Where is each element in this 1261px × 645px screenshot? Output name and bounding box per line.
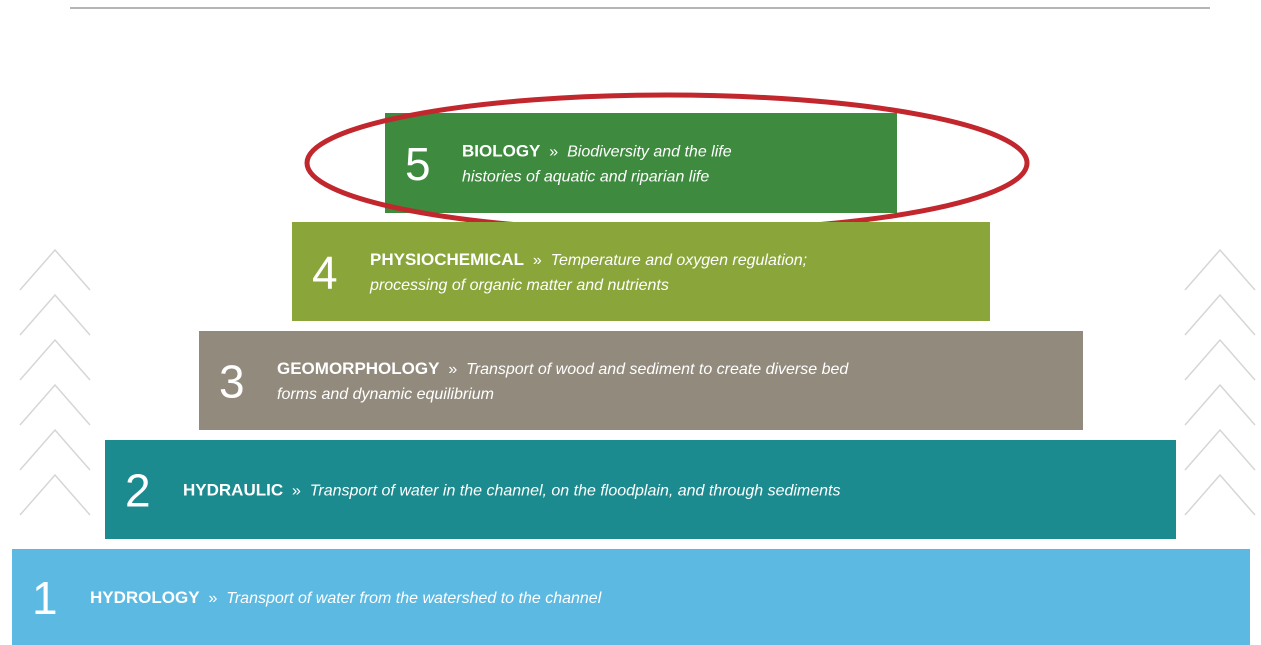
level-block — [199, 331, 1083, 430]
level-description: Temperature and oxygen regulation; — [551, 252, 807, 269]
level-description: Transport of water in the channel, on th… — [310, 483, 841, 500]
level-text: HYDROLOGY » Transport of water from the … — [90, 588, 602, 607]
separator: » — [533, 252, 542, 269]
level-description: Biodiversity and the life — [567, 144, 732, 161]
level-number: 1 — [32, 572, 58, 624]
right-chevrons — [1184, 248, 1256, 516]
level-description: Transport of water from the watershed to… — [226, 590, 601, 607]
level-description: Transport of wood and sediment to create… — [466, 361, 849, 378]
separator: » — [448, 361, 457, 378]
level: 5 BIOLOGY » Biodiversity and the life hist… — [385, 113, 897, 213]
level-number: 4 — [312, 247, 338, 299]
level-description: histories of aquatic and riparian life — [462, 169, 709, 186]
level-number: 3 — [219, 356, 245, 408]
level: 2 HYDRAULIC » Transport of water in the c… — [105, 440, 1176, 539]
level-number: 2 — [125, 465, 151, 517]
level: 3 GEOMORPHOLOGY » Transport of wood and s… — [199, 331, 1083, 430]
level-text: HYDRAULIC » Transport of water in the ch… — [183, 481, 841, 500]
separator: » — [549, 144, 558, 161]
level-number: 5 — [405, 138, 431, 190]
level-text: processing of organic matter and nutrien… — [369, 277, 669, 294]
level-block — [105, 440, 1176, 539]
level-name: PHYSIOCHEMICAL — [370, 250, 524, 269]
level-text: PHYSIOCHEMICAL » Temperature and oxygen … — [370, 250, 807, 269]
level-description: processing of organic matter and nutrien… — [369, 277, 669, 294]
level-description: forms and dynamic equilibrium — [277, 386, 494, 403]
separator: » — [208, 590, 217, 607]
level: 1 HYDROLOGY » Transport of water from the… — [12, 549, 1250, 645]
level-text: forms and dynamic equilibrium — [277, 386, 494, 403]
level-block — [12, 549, 1250, 645]
level-block — [292, 222, 990, 321]
levels: 5 BIOLOGY » Biodiversity and the life hist… — [12, 92, 1250, 645]
level-name: BIOLOGY — [462, 142, 541, 161]
level-text: histories of aquatic and riparian life — [462, 169, 709, 186]
level-name: HYDROLOGY — [90, 588, 200, 607]
level-text: BIOLOGY » Biodiversity and the life — [462, 142, 732, 161]
level: 4 PHYSIOCHEMICAL » Temperature and oxygen… — [292, 222, 990, 321]
level-text: GEOMORPHOLOGY » Transport of wood and se… — [277, 359, 849, 378]
level-name: GEOMORPHOLOGY — [277, 359, 440, 378]
level-name: HYDRAULIC — [183, 481, 283, 500]
level-block — [385, 113, 897, 213]
separator: » — [292, 483, 301, 500]
left-chevrons — [19, 248, 91, 516]
